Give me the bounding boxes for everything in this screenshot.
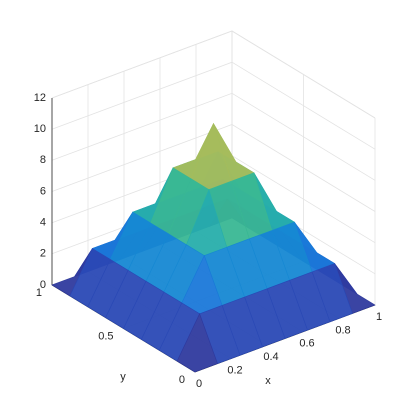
grid-line [51,30,376,119]
grid-line [51,61,376,150]
y-tick-label: 0 [179,374,185,386]
x-tick-label: 0.2 [227,365,242,377]
x-tick-label: 0.4 [263,351,278,363]
x-tick-label: 0.8 [335,324,350,336]
x-axis-label: x [265,375,271,387]
y-tick-label: 0.5 [98,330,113,342]
grid-line [51,92,376,181]
x-tick-label: 0.6 [299,338,314,350]
z-tick-label: 0 [40,279,46,291]
x-tick-label: 0 [196,378,202,390]
z-tick-label: 4 [40,217,46,229]
z-tick-label: 10 [34,123,46,135]
surface-patch [176,313,218,373]
back-wall-outline [51,30,376,119]
z-tick-label: 6 [40,185,46,197]
z-tick-label: 12 [34,92,46,104]
grid-line [51,124,376,212]
z-tick-label: 2 [40,248,46,260]
z-tick-label: 8 [40,154,46,166]
x-tick-label: 1 [376,311,382,323]
y-axis-label: y [120,371,126,383]
y-tick-label: 1 [36,287,42,299]
